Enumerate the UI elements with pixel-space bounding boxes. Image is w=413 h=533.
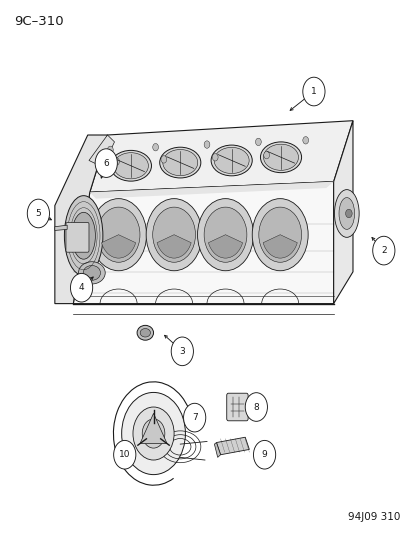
Ellipse shape — [110, 150, 151, 181]
Polygon shape — [55, 225, 67, 230]
Ellipse shape — [64, 196, 102, 276]
Wedge shape — [208, 235, 242, 258]
Text: 2: 2 — [380, 246, 386, 255]
Ellipse shape — [83, 265, 100, 280]
Text: 8: 8 — [253, 402, 259, 411]
Circle shape — [161, 156, 166, 163]
FancyBboxPatch shape — [226, 393, 247, 421]
Circle shape — [114, 440, 135, 469]
Polygon shape — [90, 182, 333, 199]
Ellipse shape — [159, 147, 200, 178]
Wedge shape — [263, 235, 297, 258]
Circle shape — [95, 149, 117, 177]
Polygon shape — [73, 182, 333, 304]
Text: 5: 5 — [36, 209, 41, 218]
Text: 3: 3 — [179, 347, 185, 356]
Circle shape — [27, 199, 50, 228]
Ellipse shape — [334, 190, 358, 237]
Polygon shape — [55, 135, 107, 304]
Polygon shape — [333, 120, 352, 304]
Circle shape — [258, 207, 301, 262]
Ellipse shape — [78, 262, 105, 284]
Circle shape — [263, 151, 269, 159]
Circle shape — [114, 158, 119, 165]
Circle shape — [90, 199, 146, 271]
Circle shape — [204, 141, 209, 148]
Text: 10: 10 — [119, 450, 130, 459]
Circle shape — [253, 440, 275, 469]
Circle shape — [171, 337, 193, 366]
Text: 94J09 310: 94J09 310 — [347, 512, 399, 522]
Text: 1: 1 — [310, 87, 316, 96]
Circle shape — [152, 207, 195, 262]
Ellipse shape — [72, 212, 95, 259]
Ellipse shape — [162, 149, 197, 176]
Ellipse shape — [338, 198, 354, 229]
Text: 7: 7 — [191, 413, 197, 422]
Circle shape — [204, 207, 246, 262]
Ellipse shape — [140, 328, 150, 337]
Circle shape — [183, 403, 205, 432]
Polygon shape — [140, 414, 167, 443]
Polygon shape — [89, 135, 114, 166]
Circle shape — [302, 77, 324, 106]
Ellipse shape — [113, 152, 148, 179]
Ellipse shape — [260, 142, 301, 173]
Circle shape — [152, 143, 158, 151]
Ellipse shape — [121, 392, 185, 474]
Text: 4: 4 — [78, 283, 84, 292]
Circle shape — [197, 199, 253, 271]
Circle shape — [255, 138, 261, 146]
Circle shape — [372, 236, 394, 265]
Ellipse shape — [263, 144, 298, 171]
Circle shape — [252, 199, 307, 271]
Circle shape — [244, 393, 267, 421]
Ellipse shape — [214, 148, 249, 174]
Circle shape — [146, 199, 202, 271]
Circle shape — [212, 154, 218, 161]
Ellipse shape — [133, 407, 174, 460]
Ellipse shape — [211, 145, 252, 176]
Circle shape — [97, 207, 140, 262]
Text: 9: 9 — [261, 450, 267, 459]
Ellipse shape — [142, 419, 164, 448]
Polygon shape — [216, 437, 249, 455]
Ellipse shape — [137, 325, 153, 340]
Polygon shape — [214, 442, 220, 457]
Polygon shape — [90, 120, 352, 192]
Wedge shape — [101, 235, 135, 258]
Circle shape — [345, 209, 351, 217]
FancyBboxPatch shape — [66, 222, 89, 252]
Circle shape — [107, 146, 113, 154]
Wedge shape — [157, 235, 191, 258]
Text: 6: 6 — [103, 159, 109, 167]
Circle shape — [70, 273, 93, 302]
Circle shape — [302, 136, 308, 144]
Text: 9C–310: 9C–310 — [14, 14, 63, 28]
